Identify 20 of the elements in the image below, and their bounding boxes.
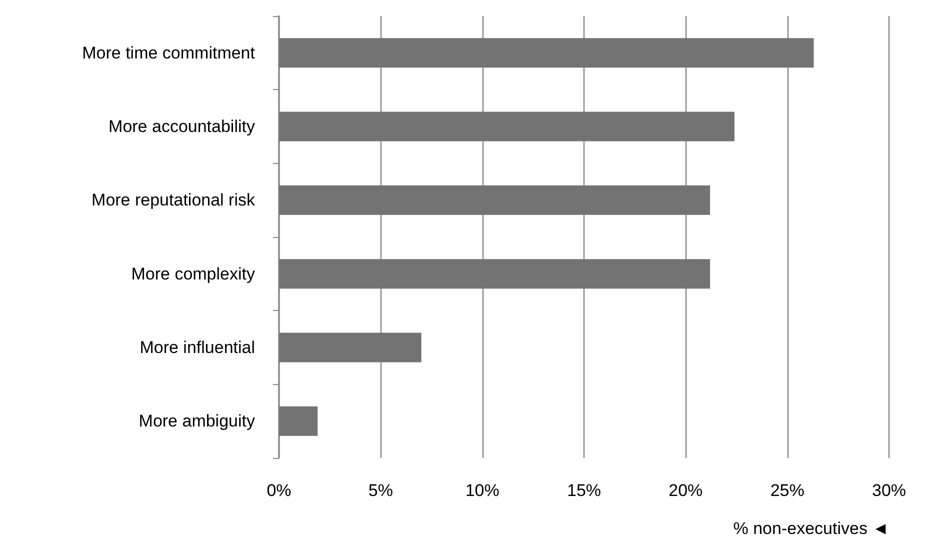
y-tick-label: More complexity — [131, 264, 256, 284]
y-tick-label: More ambiguity — [138, 412, 256, 431]
x-tick-label: 25% — [770, 481, 804, 500]
bar — [279, 406, 318, 436]
x-tick-label: 0% — [266, 481, 292, 500]
y-tick-label: More time commitment — [82, 43, 256, 62]
y-tick-label: More reputational risk — [92, 190, 256, 210]
bar — [279, 332, 422, 362]
bar — [279, 38, 814, 68]
bar — [279, 112, 734, 142]
x-tick-label: 10% — [465, 481, 500, 500]
y-tick-label: More influential — [140, 338, 255, 357]
x-tick-label: 15% — [566, 481, 602, 500]
bar — [279, 185, 710, 215]
x-tick-label: 30% — [872, 481, 906, 500]
y-tick-label: More accountability — [108, 117, 256, 136]
x-tick-label: 5% — [368, 481, 393, 500]
x-axis-title: % non-executives ◄ — [733, 519, 889, 538]
bar — [279, 259, 710, 289]
x-tick-label: 20% — [668, 481, 703, 500]
